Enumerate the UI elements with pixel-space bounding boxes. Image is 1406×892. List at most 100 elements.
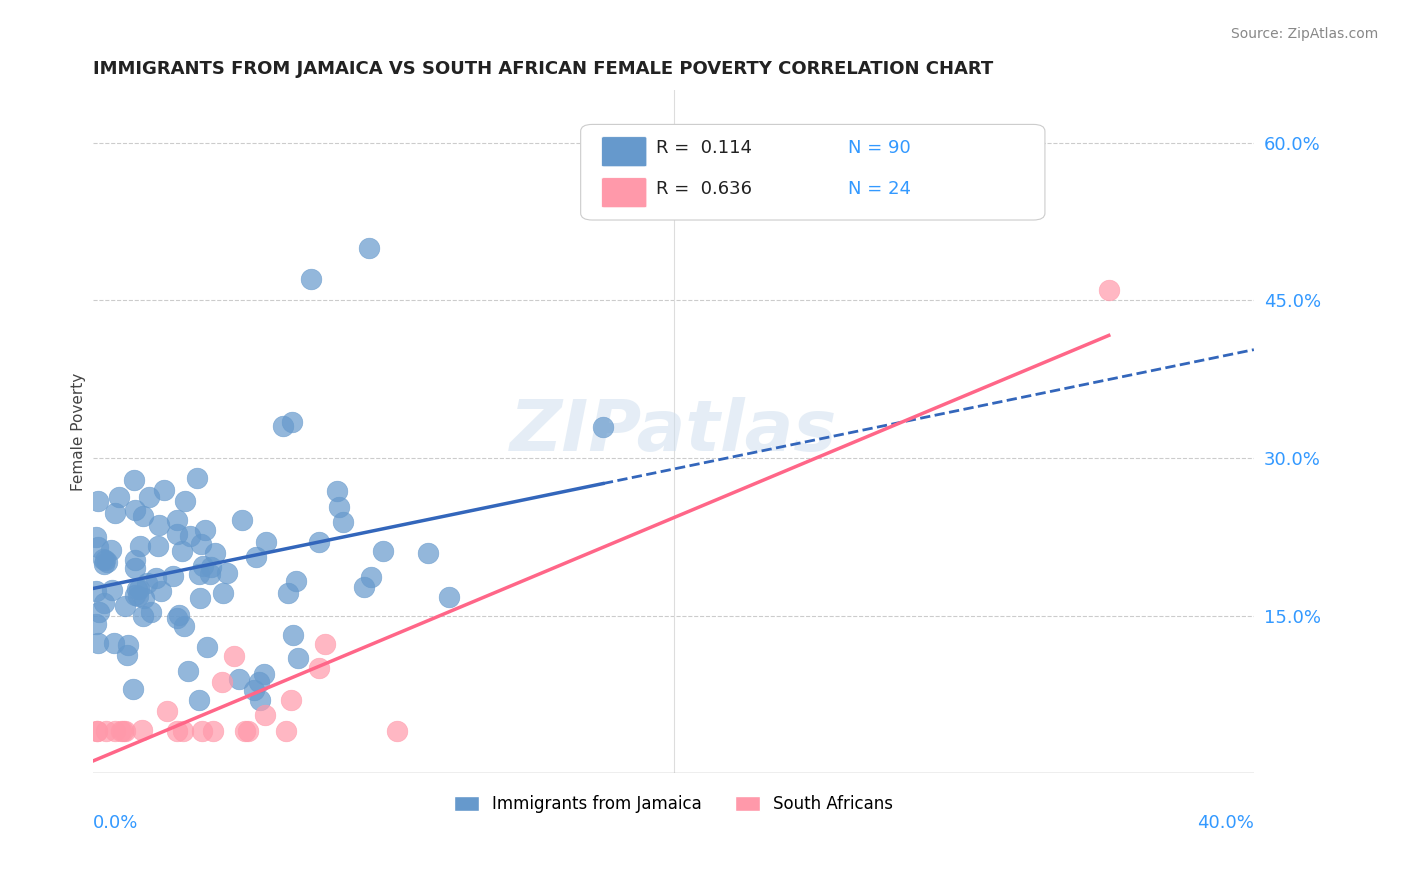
Point [592,420,614,434]
FancyBboxPatch shape [581,124,1045,220]
Point [274,724,297,739]
Point [328,500,350,514]
Point [134,591,156,605]
Point [212,585,235,599]
Point [104,506,127,520]
Point [114,599,136,614]
Point [173,618,195,632]
Point [94,724,117,739]
Point [353,580,375,594]
Point [124,503,146,517]
Point [170,543,193,558]
Text: 0.0%: 0.0% [93,814,139,832]
Point [373,544,395,558]
Point [360,570,382,584]
Point [224,649,246,664]
Point [228,672,250,686]
Point [211,675,233,690]
Point [122,473,145,487]
Point [285,574,308,588]
Point [437,590,460,604]
Point [308,535,330,549]
Point [108,490,131,504]
Point [91,552,114,566]
Point [96,555,118,569]
Point [156,704,179,718]
Point [117,639,139,653]
Point [277,585,299,599]
Point [281,628,304,642]
Point [131,723,153,737]
Point [245,550,267,565]
Point [332,515,354,529]
Point [174,493,197,508]
Point [385,724,408,739]
Point [145,570,167,584]
Point [87,605,110,619]
Legend: Immigrants from Jamaica, South Africans: Immigrants from Jamaica, South Africans [447,789,900,820]
Point [148,539,170,553]
Point [101,583,124,598]
Point [136,576,159,591]
Point [238,724,260,739]
Point [148,518,170,533]
Point [287,650,309,665]
Point [190,537,212,551]
Point [139,605,162,619]
Point [86,724,108,739]
Point [299,272,322,286]
Point [308,661,330,675]
Point [110,724,132,739]
Text: ZIPatlas: ZIPatlas [510,397,837,467]
Point [125,582,148,597]
Point [100,543,122,558]
Point [84,531,107,545]
Point [217,566,239,580]
Point [138,491,160,505]
Point [197,640,219,654]
Point [187,692,209,706]
Point [253,666,276,681]
Point [187,566,209,581]
Point [166,527,188,541]
Point [103,635,125,649]
Point [1098,283,1121,297]
FancyBboxPatch shape [602,178,647,208]
Point [418,546,440,560]
Text: Source: ZipAtlas.com: Source: ZipAtlas.com [1230,27,1378,41]
Point [177,664,200,678]
Point [132,509,155,524]
Point [128,539,150,553]
Point [172,724,194,739]
Point [314,638,336,652]
Point [166,611,188,625]
Point [149,584,172,599]
Point [124,553,146,567]
Point [280,693,302,707]
Point [153,483,176,497]
Point [198,567,221,582]
Point [124,588,146,602]
Point [247,675,270,690]
Point [87,636,110,650]
Point [188,591,211,606]
Point [249,692,271,706]
Point [179,529,201,543]
Point [281,415,304,429]
Point [200,560,222,574]
Y-axis label: Female Poverty: Female Poverty [72,373,86,491]
Point [115,648,138,662]
Point [326,483,349,498]
Text: 40.0%: 40.0% [1197,814,1254,832]
Point [231,513,253,527]
Text: N = 90: N = 90 [848,139,910,157]
FancyBboxPatch shape [602,136,647,167]
Point [167,608,190,623]
Point [166,724,188,739]
Point [93,596,115,610]
Text: R =  0.114: R = 0.114 [657,139,752,157]
Point [191,724,214,739]
Point [122,681,145,696]
Text: N = 24: N = 24 [848,180,911,198]
Point [124,560,146,574]
